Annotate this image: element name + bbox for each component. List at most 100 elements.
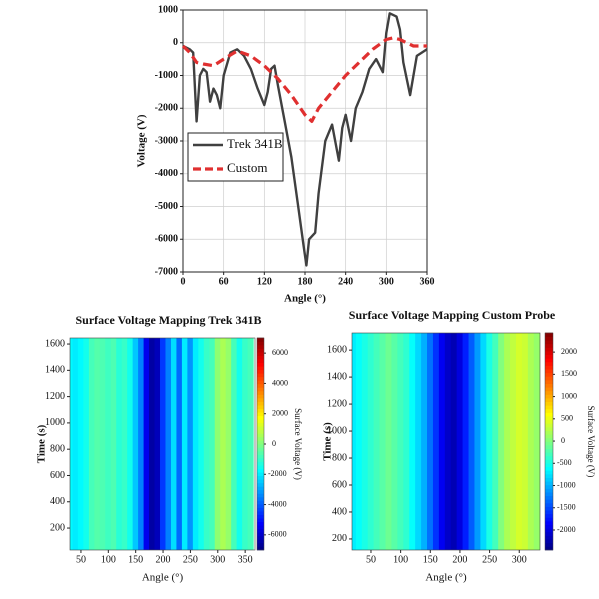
- colorbar-segment: [545, 513, 553, 518]
- colorbar-segment: [257, 376, 264, 381]
- colorbar-segment: [545, 419, 553, 424]
- colorbar-segment: [545, 542, 553, 547]
- colorbar-segment: [257, 429, 264, 434]
- colorbar-segment: [257, 482, 264, 487]
- colorbar-segment: [257, 443, 264, 448]
- y-tick-label: 1200: [45, 391, 65, 402]
- colorbar-segment: [257, 383, 264, 388]
- heatmap-column: [247, 338, 254, 550]
- colorbar-segment: [545, 361, 553, 366]
- heatmap-column: [468, 333, 476, 550]
- colorbar-segment: [257, 411, 264, 417]
- colorbar-segment: [545, 343, 553, 348]
- colorbar-tick-label: 1500: [561, 369, 577, 378]
- heatmap-column: [492, 333, 499, 550]
- colorbar-segment: [257, 355, 264, 360]
- colorbar-segment: [257, 454, 264, 459]
- heatmap-column: [70, 338, 74, 550]
- colorbar-segment: [545, 488, 553, 493]
- y-tick-label: -3000: [155, 135, 178, 146]
- colorbar-segment: [257, 500, 264, 505]
- x-tick-label: 250: [482, 554, 497, 565]
- colorbar-segment: [545, 459, 553, 464]
- colorbar-segment: [545, 441, 553, 446]
- heatmap-column: [181, 338, 188, 550]
- y-tick-label: 1600: [45, 338, 65, 349]
- x-tick-label: 350: [238, 554, 253, 565]
- y-tick-label: 1000: [158, 4, 178, 15]
- colorbar-segment: [257, 337, 264, 342]
- colorbar-tick-label: 1000: [561, 391, 577, 400]
- heatmap-column: [504, 333, 511, 550]
- colorbar-segment: [257, 373, 264, 378]
- x-tick-label: 150: [128, 554, 143, 565]
- heatmap-column: [198, 338, 205, 550]
- colorbar-segment: [545, 415, 553, 421]
- colorbar-segment: [257, 475, 264, 480]
- colorbar-segment: [545, 383, 553, 388]
- heatmap-column: [391, 333, 398, 550]
- colorbar-segment: [257, 503, 264, 508]
- colorbar-segment: [545, 499, 553, 504]
- colorbar-segment: [545, 470, 553, 475]
- colorbar-segment: [257, 351, 264, 356]
- colorbar-segment: [257, 493, 264, 498]
- colorbar-segment: [545, 365, 553, 370]
- legend-label: Trek 341B: [227, 136, 283, 151]
- colorbar-tick-label: -2000: [268, 469, 287, 478]
- y-tick-label: 400: [50, 496, 65, 507]
- colorbar-segment: [545, 401, 553, 406]
- colorbar-tick-label: 2000: [272, 409, 288, 418]
- heatmap-column: [192, 338, 199, 550]
- heatmap-column: [132, 338, 139, 550]
- y-tick-label: 200: [332, 533, 347, 544]
- colorbar-tick-label: -2000: [557, 525, 576, 534]
- heatmap-column: [367, 333, 375, 550]
- colorbar-segment: [545, 433, 553, 439]
- legend-box: [187, 132, 284, 182]
- y-tick-label: -2000: [155, 103, 178, 114]
- colorbar-segment: [545, 462, 553, 468]
- colorbar-segment: [545, 372, 553, 377]
- x-tick-label: 300: [210, 554, 225, 565]
- colorbar-segment: [257, 415, 264, 420]
- heatmap-column: [444, 333, 452, 550]
- heatmap-column: [225, 338, 232, 550]
- colorbar-segment: [545, 520, 553, 525]
- colorbar-tick-label: 4000: [272, 378, 288, 387]
- colorbar-segment: [257, 450, 264, 455]
- heatmap-cells: [352, 333, 540, 550]
- y-tick-label: 800: [332, 452, 347, 463]
- colorbar-segment: [257, 479, 264, 484]
- colorbar-segment: [545, 484, 553, 489]
- colorbar-segment: [545, 491, 553, 497]
- colorbar-segment: [257, 404, 264, 409]
- x-tick-label: 360: [420, 276, 435, 287]
- colorbar-segment: [257, 496, 264, 501]
- colorbar-segment: [257, 387, 264, 392]
- heatmap-column: [361, 333, 369, 550]
- heatmap-column: [498, 333, 505, 550]
- x-tick-label: 100: [101, 554, 116, 565]
- heatmap-column: [385, 333, 393, 550]
- colorbar-segment: [257, 348, 264, 353]
- heatmap-column: [88, 338, 95, 550]
- colorbar-segment: [257, 380, 264, 385]
- heatmap-column: [415, 333, 422, 550]
- heatmap-column: [486, 333, 493, 550]
- heatmap-column: [209, 338, 216, 550]
- colorbar-tick-label: -4000: [268, 499, 287, 508]
- colorbar-segment: [257, 426, 264, 431]
- x-tick-label: 50: [76, 554, 86, 565]
- colorbar-segment: [257, 390, 264, 395]
- colorbar-segment: [545, 336, 553, 341]
- y-tick-label: 400: [332, 506, 347, 517]
- y-tick-label: 1600: [327, 344, 347, 355]
- colorbar-tick-label: -500: [557, 458, 572, 467]
- heatmap-column: [116, 338, 123, 550]
- heatmap-column: [403, 333, 410, 550]
- colorbar-segment: [545, 524, 553, 529]
- heatmap-column: [352, 333, 357, 550]
- colorbar-segment: [545, 386, 553, 392]
- x-tick-label: 300: [512, 554, 527, 565]
